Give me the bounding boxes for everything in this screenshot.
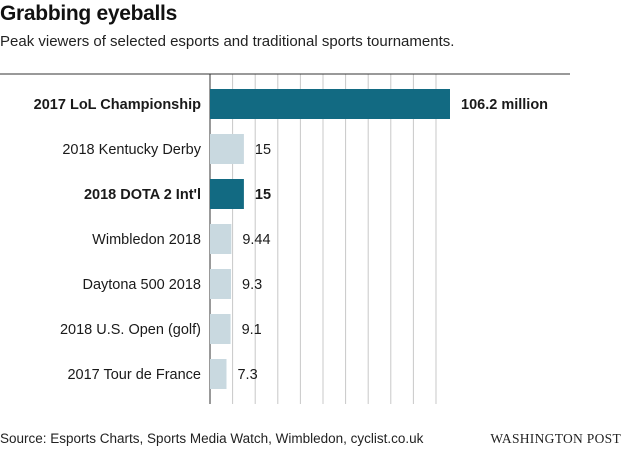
gridlines	[209, 74, 437, 404]
category-label: Wimbledon 2018	[92, 232, 201, 248]
bar-chart: 2017 LoL Championship 2018 Kentucky Derby…	[0, 73, 570, 404]
category-label: 2018 Kentucky Derby	[62, 142, 201, 158]
source-note: Source: Esports Charts, Sports Media Wat…	[0, 431, 424, 446]
category-labels: 2017 LoL Championship 2018 Kentucky Derby…	[34, 97, 202, 383]
category-label: 2017 Tour de France	[67, 367, 201, 383]
category-label: Daytona 500 2018	[82, 277, 201, 293]
value-label: 15	[255, 142, 271, 158]
bar	[210, 134, 244, 164]
bar	[210, 359, 227, 389]
bar	[210, 179, 244, 209]
value-label: 9.44	[242, 232, 270, 248]
category-label: 2018 DOTA 2 Int'l	[84, 187, 201, 203]
chart-subtitle: Peak viewers of selected esports and tra…	[0, 33, 455, 50]
credit-line: WASHINGTON POST	[490, 431, 621, 446]
value-label: 15	[255, 187, 271, 203]
bar	[210, 89, 450, 119]
bar	[210, 314, 231, 344]
category-label: 2018 U.S. Open (golf)	[60, 322, 201, 338]
bar	[210, 269, 232, 299]
bar	[210, 224, 232, 254]
value-labels: 106.2 million 15 15 9.44 9.3 9.1 7.3	[237, 97, 548, 383]
value-label: 9.1	[242, 322, 262, 338]
value-label: 7.3	[237, 367, 257, 383]
value-label: 106.2 million	[461, 97, 548, 113]
bars	[210, 89, 450, 389]
category-label: 2017 LoL Championship	[34, 97, 201, 113]
chart-title: Grabbing eyeballs	[0, 2, 177, 25]
value-label: 9.3	[242, 277, 262, 293]
